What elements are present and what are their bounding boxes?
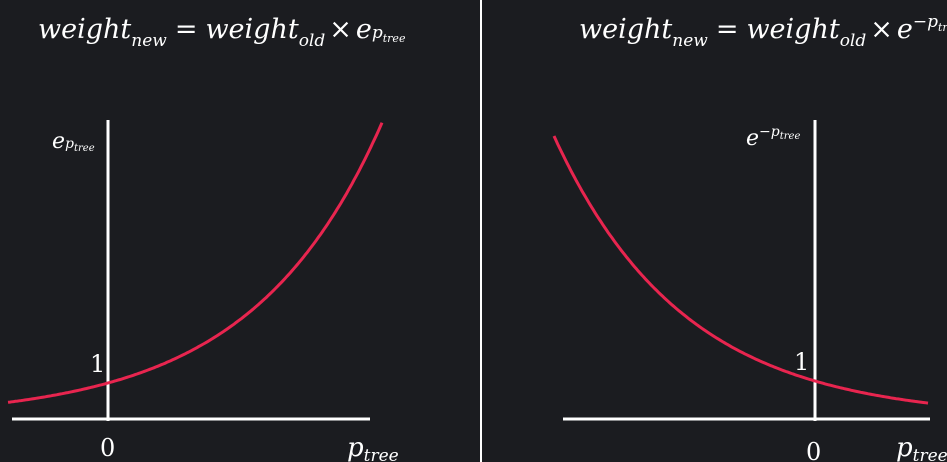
curve-decay — [552, 135, 929, 405]
formula-rhs-sub: old — [299, 31, 326, 51]
x-axis-label-decay: ptree — [896, 433, 947, 462]
y-label-var: p — [771, 124, 780, 140]
formula-exp-base: e — [897, 14, 913, 45]
x-label-var: p — [896, 433, 913, 462]
y-label-base: e — [746, 126, 759, 151]
formula-rhs-sub: old — [840, 31, 867, 51]
formula-decay: weightnew=weightold×e−ptree — [579, 12, 947, 51]
formula-exp-var: p — [372, 23, 383, 43]
formula-exp-base: e — [356, 14, 372, 45]
formula-exp-sign: − — [913, 12, 927, 32]
x-axis-label-growth: ptree — [347, 433, 399, 462]
y-label-sign: − — [759, 124, 771, 140]
curve-growth — [7, 122, 384, 404]
formula-times: × — [870, 14, 893, 45]
x-label-sub: tree — [364, 446, 399, 462]
formula-lhs-sub: new — [131, 31, 167, 51]
y-axis-label-growth: eptree — [52, 129, 95, 154]
intercept-label-growth: 1 — [90, 350, 105, 378]
formula-rhs-base: weight — [205, 14, 298, 45]
formula-exp-sub: tree — [938, 21, 947, 34]
formula-exp-sub: tree — [383, 32, 406, 45]
formula-lhs-sub: new — [672, 31, 708, 51]
formula-rhs-base: weight — [746, 14, 839, 45]
formula-lhs-base: weight — [579, 14, 672, 45]
y-label-var: p — [65, 136, 74, 152]
y-label-sub: tree — [74, 143, 95, 154]
panel-growth: weightnew = weightold × eptree eptree 1 0 pt… — [7, 14, 406, 462]
origin-label-growth: 0 — [100, 434, 115, 462]
formula-equals: = — [175, 14, 198, 45]
formula-lhs-base: weight — [38, 14, 131, 45]
y-axis-label-decay: e−ptree — [746, 124, 800, 151]
formula-times: × — [329, 14, 352, 45]
x-label-var: p — [347, 433, 364, 462]
y-label-base: e — [52, 129, 65, 154]
x-label-sub: tree — [913, 446, 947, 462]
formula-equals: = — [716, 14, 739, 45]
formula-growth: weightnew = weightold × eptree — [38, 14, 406, 51]
y-label-sub: tree — [780, 131, 801, 142]
formula-exp-var: p — [927, 12, 938, 32]
intercept-label-decay: 1 — [794, 348, 809, 376]
panel-decay: weightnew=weightold×e−ptree e−ptree 1 0 … — [552, 12, 947, 462]
origin-label-decay: 0 — [806, 438, 821, 462]
